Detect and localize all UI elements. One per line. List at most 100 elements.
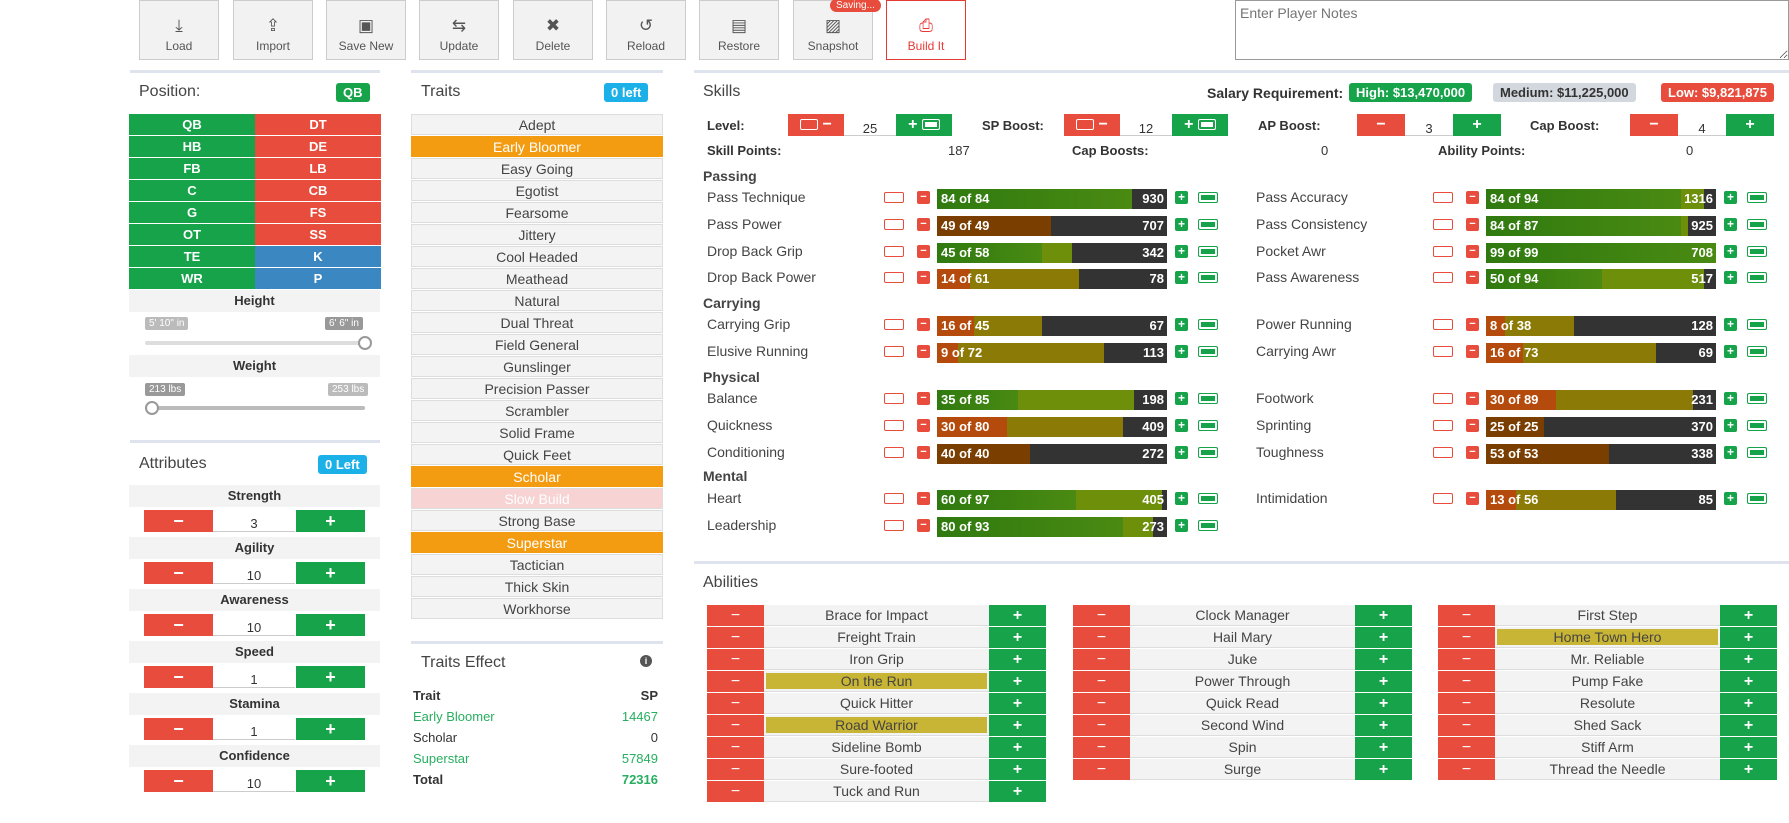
- player-notes-input[interactable]: [1235, 0, 1789, 60]
- max-skill-button[interactable]: [1747, 219, 1767, 230]
- skill-increase-button[interactable]: +: [1724, 318, 1737, 331]
- weight-slider-handle[interactable]: [145, 401, 159, 415]
- ability-name[interactable]: Juke: [1130, 649, 1355, 670]
- skill-decrease-button[interactable]: −: [1466, 419, 1479, 432]
- skill-decrease-button[interactable]: −: [917, 191, 930, 204]
- ability-add-button[interactable]: +: [1720, 671, 1777, 692]
- ability-remove-button[interactable]: −: [707, 649, 764, 670]
- ability-add-button[interactable]: +: [989, 627, 1046, 648]
- ability-name[interactable]: On the Run: [764, 671, 989, 692]
- max-skill-button[interactable]: [1198, 346, 1218, 357]
- skill-decrease-button[interactable]: −: [917, 318, 930, 331]
- skill-decrease-button[interactable]: −: [917, 419, 930, 432]
- position-te[interactable]: TE: [129, 246, 255, 267]
- max-skill-button[interactable]: [1747, 447, 1767, 458]
- position-lb[interactable]: LB: [255, 158, 381, 179]
- position-c[interactable]: C: [129, 180, 255, 201]
- ability-add-button[interactable]: +: [989, 671, 1046, 692]
- ability-remove-button[interactable]: −: [1438, 737, 1495, 758]
- attribute-increase-button[interactable]: +: [296, 562, 365, 584]
- trait-superstar[interactable]: Superstar: [411, 532, 663, 553]
- trait-solid-frame[interactable]: Solid Frame: [411, 422, 663, 443]
- ability-add-button[interactable]: +: [989, 693, 1046, 714]
- ability-name[interactable]: Sideline Bomb: [764, 737, 989, 758]
- ability-add-button[interactable]: +: [989, 737, 1046, 758]
- attribute-value[interactable]: 10: [213, 770, 295, 792]
- skill-increase-button[interactable]: +: [1175, 419, 1188, 432]
- skill-decrease-button[interactable]: −: [1466, 245, 1479, 258]
- attribute-value[interactable]: 10: [213, 562, 295, 584]
- trait-slow-build[interactable]: Slow Build: [411, 488, 663, 509]
- sp-boost-value[interactable]: 12: [1120, 114, 1172, 136]
- ability-name[interactable]: Second Wind: [1130, 715, 1355, 736]
- ap-boost-decrease-button[interactable]: −: [1357, 114, 1405, 136]
- max-skill-button[interactable]: [1747, 346, 1767, 357]
- ability-remove-button[interactable]: −: [1438, 693, 1495, 714]
- skill-increase-button[interactable]: +: [1724, 245, 1737, 258]
- skill-decrease-button[interactable]: −: [917, 245, 930, 258]
- ability-remove-button[interactable]: −: [1438, 671, 1495, 692]
- trait-field-general[interactable]: Field General: [411, 334, 663, 355]
- reset-skill-button[interactable]: [1433, 346, 1453, 357]
- skill-decrease-button[interactable]: −: [917, 271, 930, 284]
- ability-remove-button[interactable]: −: [707, 627, 764, 648]
- max-skill-button[interactable]: [1198, 319, 1218, 330]
- reset-skill-button[interactable]: [884, 420, 904, 431]
- max-skill-button[interactable]: [1198, 420, 1218, 431]
- skill-increase-button[interactable]: +: [1724, 218, 1737, 231]
- ability-remove-button[interactable]: −: [1073, 715, 1130, 736]
- attribute-decrease-button[interactable]: −: [144, 718, 213, 740]
- ability-name[interactable]: Brace for Impact: [764, 605, 989, 626]
- ability-name[interactable]: Road Warrior: [764, 715, 989, 736]
- skill-increase-button[interactable]: +: [1724, 492, 1737, 505]
- reset-skill-button[interactable]: [884, 393, 904, 404]
- import-button[interactable]: ⇪ Import: [233, 0, 313, 60]
- skill-increase-button[interactable]: +: [1724, 191, 1737, 204]
- skill-increase-button[interactable]: +: [1175, 492, 1188, 505]
- skill-decrease-button[interactable]: −: [1466, 271, 1479, 284]
- attribute-value[interactable]: 1: [213, 666, 295, 688]
- ability-name[interactable]: Shed Sack: [1495, 715, 1720, 736]
- skill-increase-button[interactable]: +: [1175, 245, 1188, 258]
- sp-boost-decrease-button[interactable]: −: [1064, 114, 1120, 136]
- attribute-increase-button[interactable]: +: [296, 614, 365, 636]
- save-new-button[interactable]: ▣ Save New: [326, 0, 406, 60]
- skill-decrease-button[interactable]: −: [1466, 345, 1479, 358]
- reload-button[interactable]: ↺ Reload: [606, 0, 686, 60]
- max-skill-button[interactable]: [1747, 420, 1767, 431]
- reset-skill-button[interactable]: [1433, 219, 1453, 230]
- skill-increase-button[interactable]: +: [1724, 271, 1737, 284]
- max-skill-button[interactable]: [1198, 520, 1218, 531]
- ability-name[interactable]: Hail Mary: [1130, 627, 1355, 648]
- load-button[interactable]: ⤓ Load: [139, 0, 219, 60]
- reset-skill-button[interactable]: [1433, 420, 1453, 431]
- position-dt[interactable]: DT: [255, 114, 381, 135]
- ability-remove-button[interactable]: −: [1438, 759, 1495, 780]
- position-fs[interactable]: FS: [255, 202, 381, 223]
- info-icon[interactable]: i: [640, 655, 652, 667]
- trait-scholar[interactable]: Scholar: [411, 466, 663, 487]
- trait-dual-threat[interactable]: Dual Threat: [411, 312, 663, 333]
- ability-remove-button[interactable]: −: [1438, 605, 1495, 626]
- ability-remove-button[interactable]: −: [707, 759, 764, 780]
- ability-add-button[interactable]: +: [1355, 759, 1412, 780]
- level-decrease-button[interactable]: −: [788, 114, 844, 136]
- ability-add-button[interactable]: +: [1355, 737, 1412, 758]
- ability-remove-button[interactable]: −: [707, 671, 764, 692]
- ability-remove-button[interactable]: −: [1073, 737, 1130, 758]
- ability-add-button[interactable]: +: [1720, 715, 1777, 736]
- attribute-value[interactable]: 1: [213, 718, 295, 740]
- skill-decrease-button[interactable]: −: [917, 218, 930, 231]
- max-skill-button[interactable]: [1198, 272, 1218, 283]
- ability-name[interactable]: Iron Grip: [764, 649, 989, 670]
- max-skill-button[interactable]: [1747, 319, 1767, 330]
- ability-add-button[interactable]: +: [1720, 649, 1777, 670]
- skill-decrease-button[interactable]: −: [1466, 492, 1479, 505]
- ability-add-button[interactable]: +: [1355, 715, 1412, 736]
- reset-skill-button[interactable]: [1433, 192, 1453, 203]
- ability-remove-button[interactable]: −: [1073, 627, 1130, 648]
- trait-early-bloomer[interactable]: Early Bloomer: [411, 136, 663, 157]
- ability-name[interactable]: Surge: [1130, 759, 1355, 780]
- position-ss[interactable]: SS: [255, 224, 381, 245]
- ability-add-button[interactable]: +: [1720, 737, 1777, 758]
